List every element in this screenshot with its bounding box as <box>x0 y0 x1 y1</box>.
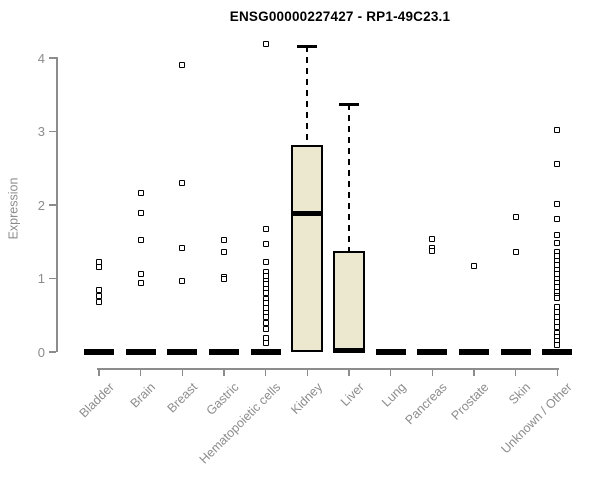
x-axis-tick <box>348 368 350 376</box>
outlier-point <box>137 210 144 217</box>
outlier-point <box>554 295 561 302</box>
y-axis-tick <box>49 277 56 280</box>
x-axis-tick <box>306 368 309 376</box>
x-tick-label: Hematopoietic cells <box>196 380 284 467</box>
y-axis-tick <box>49 351 56 353</box>
x-axis-tick <box>431 368 434 376</box>
y-axis-tick <box>49 57 56 59</box>
outlier-point <box>179 244 186 251</box>
outlier-point <box>470 263 477 269</box>
y-axis-line <box>56 57 58 352</box>
outlier-point <box>262 226 269 233</box>
x-axis-tick <box>223 368 225 376</box>
collapsed-box-at-zero <box>250 349 281 355</box>
collapsed-box-at-zero <box>375 349 406 355</box>
outlier-point <box>137 237 144 244</box>
outlier-point <box>137 279 144 286</box>
y-tick-label: 1 <box>37 271 45 286</box>
outlier-point <box>262 240 269 247</box>
outlier-point <box>554 324 561 330</box>
collapsed-box-at-zero <box>458 349 489 355</box>
outlier-point <box>96 299 102 306</box>
collapsed-box-at-zero <box>208 349 239 355</box>
collapsed-box-at-zero <box>542 349 573 355</box>
x-tick-label: Skin <box>506 380 534 408</box>
collapsed-box-at-zero <box>84 349 114 355</box>
outlier-point <box>262 290 269 297</box>
y-tick-label: 0 <box>37 344 45 360</box>
outlier-point <box>429 235 436 242</box>
x-tick-label: Pancreas <box>402 380 451 428</box>
x-axis-tick <box>98 368 100 376</box>
collapsed-box-at-zero <box>417 349 448 355</box>
collapsed-box-at-zero <box>125 349 156 355</box>
upper-whisker <box>347 104 350 252</box>
collapsed-box-at-zero <box>500 349 531 355</box>
outlier-point <box>554 240 561 247</box>
x-axis-tick <box>514 368 517 376</box>
x-tick-label: Breast <box>164 380 201 416</box>
outlier-point <box>554 160 561 167</box>
x-tick-label: Kidney <box>288 380 326 417</box>
y-axis-tick <box>49 204 56 206</box>
outlier-point <box>554 232 561 239</box>
x-axis-tick <box>473 368 475 376</box>
outlier-point <box>554 127 561 134</box>
outlier-point <box>96 287 102 294</box>
x-axis-tick <box>181 368 184 376</box>
x-axis-tick <box>389 368 392 376</box>
outlier-point <box>262 319 269 326</box>
x-tick-label: Prostate <box>449 380 492 423</box>
chart-title: ENSG00000227427 - RP1-49C23.1 <box>229 9 451 24</box>
outlier-point <box>262 326 269 333</box>
outlier-point <box>179 278 186 285</box>
y-tick-label: 2 <box>37 197 45 213</box>
x-tick-label: Brain <box>128 380 159 411</box>
outlier-point <box>512 213 519 220</box>
outlier-point <box>179 179 186 186</box>
outlier-point <box>137 190 144 197</box>
outlier-point <box>96 293 102 300</box>
median-line <box>291 211 324 217</box>
x-tick-label: Lung <box>378 380 409 410</box>
y-tick-label: 4 <box>37 50 45 66</box>
x-tick-label: Liver <box>337 380 367 410</box>
x-axis-line <box>97 368 560 370</box>
outlier-point <box>220 276 227 283</box>
outlier-point <box>220 249 227 256</box>
y-axis-tick <box>49 130 56 133</box>
upper-whisker <box>306 46 309 146</box>
outlier-point <box>137 271 144 278</box>
box-iqr <box>291 145 324 352</box>
outlier-point <box>179 62 186 69</box>
x-axis-tick <box>556 368 558 376</box>
outlier-point <box>96 263 102 270</box>
outlier-point <box>220 237 227 244</box>
y-tick-label: 3 <box>37 124 45 139</box>
outlier-point <box>554 200 561 207</box>
outlier-point <box>262 340 269 347</box>
median-line <box>332 348 365 354</box>
outlier-point <box>262 41 269 48</box>
x-tick-label: Gastric <box>203 380 242 418</box>
x-axis-tick <box>139 368 142 376</box>
box-iqr <box>332 251 365 352</box>
x-axis-tick <box>264 368 267 376</box>
outlier-point <box>554 215 561 222</box>
x-tick-label: Bladder <box>76 380 117 421</box>
outlier-point <box>262 259 269 266</box>
outlier-point <box>429 247 436 254</box>
outlier-point <box>554 342 561 349</box>
whisker-cap <box>338 103 359 107</box>
collapsed-box-at-zero <box>167 349 198 355</box>
whisker-cap <box>297 45 318 49</box>
outlier-point <box>512 249 519 256</box>
